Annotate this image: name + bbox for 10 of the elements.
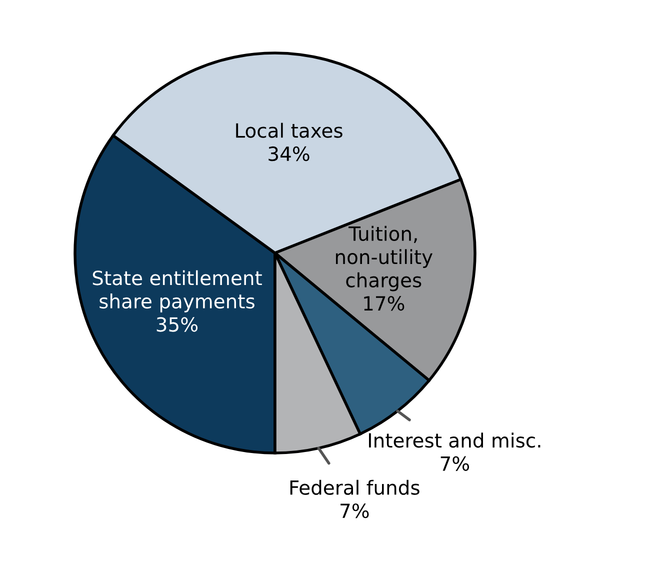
data-label: 34% xyxy=(268,146,310,162)
slice-label: Federal funds xyxy=(290,480,420,495)
data-label: 7% xyxy=(440,456,470,471)
data-label: 7% xyxy=(340,503,369,518)
data-label: 35% xyxy=(156,317,198,332)
slice-label: State entitlement share payments xyxy=(92,270,262,312)
data-label: 17% xyxy=(364,296,404,311)
slice-label: Tuition, non-utility charges xyxy=(336,226,432,292)
slice-label: Local taxes xyxy=(236,122,342,138)
slice-label: Interest and misc. xyxy=(368,432,540,448)
